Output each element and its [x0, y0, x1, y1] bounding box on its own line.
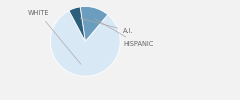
Text: WHITE: WHITE [28, 10, 81, 64]
Text: A.I.: A.I. [80, 18, 133, 34]
Wedge shape [80, 6, 108, 41]
Wedge shape [50, 11, 120, 76]
Text: HISPANIC: HISPANIC [95, 19, 153, 47]
Wedge shape [69, 7, 85, 41]
